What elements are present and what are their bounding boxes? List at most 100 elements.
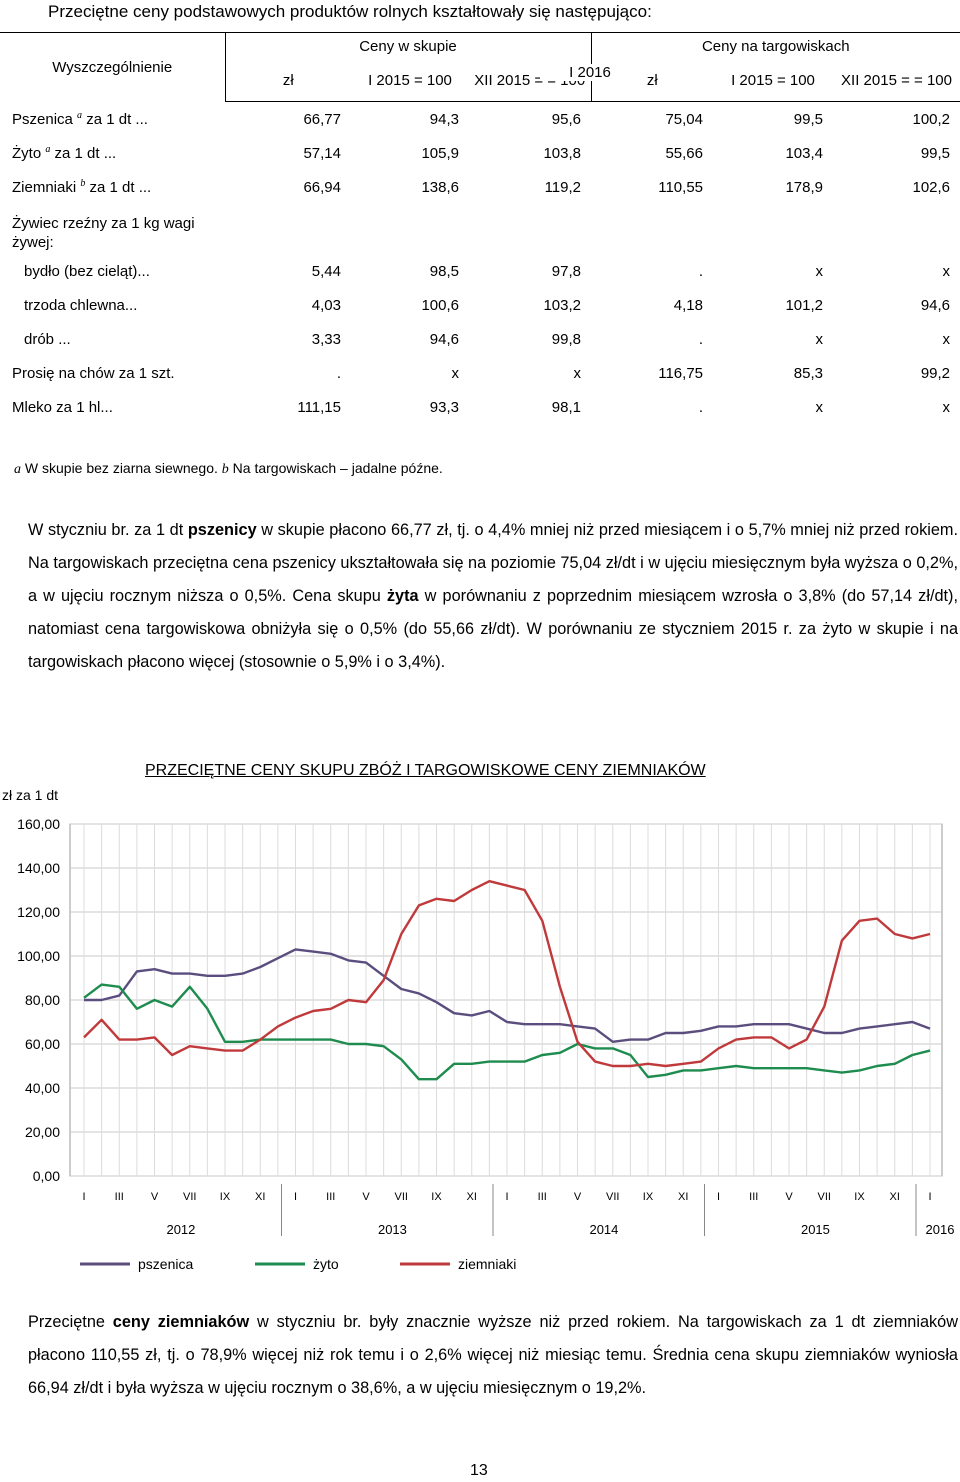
table-cell: 99,2: [920, 364, 951, 382]
table-cell: 119,2: [544, 178, 581, 196]
legend-label: pszenica: [138, 1256, 193, 1272]
year-label: 2014: [589, 1222, 618, 1237]
footnote-mark-b: b: [221, 462, 229, 477]
x-tick-label: XI: [678, 1191, 688, 1203]
table-row: drób ... 3,33 94,6 99,8. x x: [0, 322, 960, 356]
footnote-a-text: W skupie bez ziarna siewnego.: [21, 460, 222, 476]
header-sub: I 2015 = 100: [351, 59, 469, 102]
y-tick-label: 40,00: [25, 1080, 60, 1096]
table-cell: 94,3: [429, 110, 459, 128]
x-tick-label: I: [928, 1191, 931, 1203]
footnote-mark-a: a: [14, 462, 21, 477]
x-tick-label: I: [505, 1191, 508, 1203]
x-tick-label: V: [362, 1191, 370, 1203]
table-cell: 94,6: [920, 296, 951, 314]
table-cell: 105,9: [421, 144, 459, 162]
page-number: 13: [470, 1462, 488, 1479]
x-tick-label: VII: [395, 1191, 408, 1203]
table-cell: .: [698, 398, 703, 416]
row-label: trzoda chlewna...: [24, 296, 138, 314]
table-cell: 93,3: [429, 398, 459, 416]
table-cell: .: [698, 262, 703, 280]
table-cell: x: [573, 364, 582, 382]
page-heading: Przeciętne ceny podstawowych produktów r…: [48, 2, 652, 21]
table-cell: 55,66: [665, 144, 703, 162]
table-footnote: a W skupie bez ziarna siewnego. b Na tar…: [14, 460, 443, 478]
table-cell: x: [815, 262, 824, 280]
table-row: Żyto a za 1 dt ... 57,14 105,9 103,8 55,66 10…: [0, 136, 960, 170]
table-cell: 100,6: [421, 296, 459, 314]
year-label: 2016: [926, 1222, 955, 1237]
table-cell: 4,18: [673, 296, 703, 314]
table-cell: 101,2: [785, 296, 823, 314]
x-tick-label: IX: [431, 1191, 442, 1203]
bold-term: żyta: [386, 587, 419, 605]
table-cell: 103,2: [543, 296, 581, 314]
series-line-2: [83, 880, 931, 1068]
table-cell: 66,77: [303, 110, 341, 128]
row-label: Żyto a za 1 dt ...: [12, 144, 117, 162]
text-run: w skupie płacono 66,77 zł, tj. o 4,4% mn…: [28, 521, 958, 605]
table-cell: 103,4: [785, 144, 823, 162]
year-label: 2013: [378, 1222, 407, 1237]
header-group-market: Ceny na targowiskach: [590, 32, 960, 59]
price-table: Wyszczególnienie Ceny w skupie Ceny na t…: [0, 32, 960, 424]
x-tick-label: III: [749, 1191, 758, 1203]
header-group-purchase: Ceny w skupie: [224, 32, 591, 59]
y-tick-label: 100,00: [17, 948, 60, 964]
x-tick-label: XI: [467, 1191, 477, 1203]
row-label: Ziemniaki b za 1 dt ...: [12, 178, 152, 196]
header-spec: Wyszczególnienie: [0, 32, 225, 102]
table-cell: x: [942, 262, 951, 280]
header-sub: I 2015 = 100: [713, 59, 833, 102]
text-run: W styczniu br. za 1 dt: [28, 521, 188, 539]
table-row: Ziemniaki b za 1 dt ... 66,94 138,6 119,2 11…: [0, 170, 960, 204]
row-label: bydło (bez cieląt)...: [24, 262, 150, 280]
text-run: w porównaniu z poprzednim miesiącem wzro…: [28, 587, 958, 671]
y-tick-label: 140,00: [17, 860, 60, 876]
y-tick-label: 0,00: [33, 1168, 60, 1184]
x-tick-label: I: [294, 1191, 297, 1203]
y-axis-label: zł za 1 dt: [2, 787, 58, 803]
table-cell: 94,6: [429, 330, 459, 348]
bold-term: ceny ziemniaków: [112, 1313, 250, 1331]
table-cell: 95,6: [551, 110, 581, 128]
header-sub: XII 2015 = = 100: [833, 59, 960, 102]
x-tick-label: IX: [220, 1191, 231, 1203]
table-cell: x: [942, 330, 951, 348]
x-tick-label: VII: [183, 1191, 196, 1203]
table-cell: 116,75: [658, 364, 703, 382]
table-cell: 98,1: [551, 398, 581, 416]
table-row: Prosię na chów za 1 szt.. x x 116,75 85,3 99,…: [0, 356, 960, 390]
table-cell: 3,33: [311, 330, 341, 348]
row-label: Prosię na chów za 1 szt.: [12, 364, 175, 382]
table-cell: 97,8: [551, 262, 581, 280]
x-tick-label: I: [82, 1191, 85, 1203]
x-tick-label: V: [785, 1191, 793, 1203]
table-cell: x: [815, 330, 824, 348]
header-sub: zł: [224, 59, 351, 102]
table-cell: 75,04: [665, 110, 703, 128]
x-tick-label: I: [717, 1191, 720, 1203]
header-period: I 2016: [540, 64, 640, 81]
legend-label: żyto: [313, 1256, 339, 1272]
price-line-chart: 0,00 20,00 40,00 60,00 80,00 100,00 120,00 140,…: [2, 787, 955, 1272]
table-cell: 85,3: [793, 364, 823, 382]
table-cell: 138,6: [421, 178, 459, 196]
footnote-b-text: Na targowiskach – jadalne późne.: [228, 460, 443, 476]
table-cell: 110,55: [658, 178, 703, 196]
y-tick-label: 120,00: [17, 904, 60, 920]
text-run: Przeciętne: [28, 1313, 113, 1331]
table-cell: 99,5: [793, 110, 823, 128]
table-row: Pszenica a za 1 dt ... 66,77 94,3 95,6 75,04…: [0, 102, 960, 137]
table-row: trzoda chlewna... 4,03 100,6 103,2 4,18 101,2…: [0, 288, 960, 322]
table-cell: 66,94: [303, 178, 341, 196]
x-tick-label: IX: [854, 1191, 865, 1203]
table-cell: .: [336, 364, 341, 382]
chart-title: PRZECIĘTNE CENY SKUPU ZBÓŻ I TARGOWISKOW…: [145, 762, 706, 779]
table-row: Mleko za 1 hl... 111,15 93,3 98,1. x x: [0, 390, 960, 424]
series-line-1: [83, 983, 931, 1081]
legend-label: ziemniaki: [458, 1256, 516, 1272]
table-cell: 5,44: [311, 262, 341, 280]
bold-term: pszenicy: [187, 521, 257, 539]
